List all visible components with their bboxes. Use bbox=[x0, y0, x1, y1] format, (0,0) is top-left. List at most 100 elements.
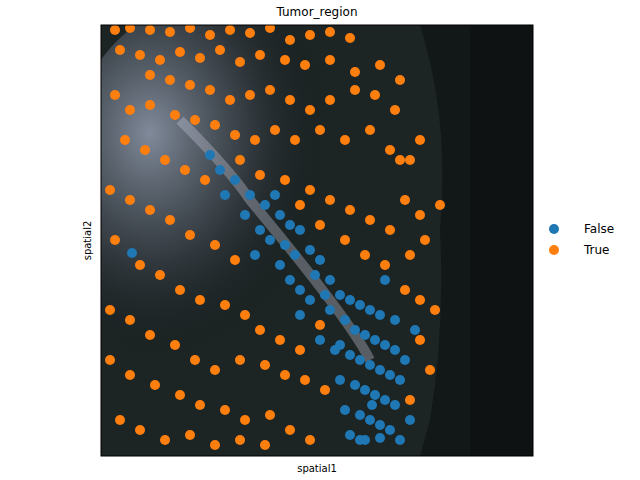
point bbox=[260, 440, 270, 450]
point bbox=[225, 25, 235, 35]
y-label: spatial2 bbox=[82, 221, 93, 261]
plot-frame bbox=[101, 25, 533, 456]
point bbox=[415, 335, 425, 345]
point bbox=[325, 305, 335, 315]
point bbox=[285, 220, 295, 230]
point bbox=[375, 433, 385, 443]
point bbox=[210, 120, 220, 130]
point bbox=[370, 90, 380, 100]
point bbox=[205, 85, 215, 95]
point bbox=[180, 165, 190, 175]
point bbox=[295, 225, 305, 235]
point bbox=[185, 25, 195, 33]
point bbox=[325, 55, 335, 65]
point bbox=[280, 240, 290, 250]
point bbox=[355, 355, 365, 365]
point bbox=[220, 300, 230, 310]
point bbox=[255, 50, 265, 60]
tissue-image bbox=[101, 25, 533, 456]
point bbox=[405, 415, 415, 425]
point bbox=[305, 435, 315, 445]
point bbox=[170, 340, 180, 350]
point bbox=[355, 300, 365, 310]
legend-marker bbox=[549, 245, 559, 255]
point bbox=[205, 150, 215, 160]
point bbox=[210, 240, 220, 250]
point bbox=[380, 275, 390, 285]
point bbox=[115, 415, 125, 425]
point bbox=[175, 285, 185, 295]
point bbox=[340, 405, 350, 415]
point bbox=[145, 100, 155, 110]
point bbox=[335, 375, 345, 385]
point bbox=[155, 55, 165, 65]
point bbox=[280, 370, 290, 380]
point bbox=[125, 370, 135, 380]
tissue-bright bbox=[101, 25, 360, 380]
point bbox=[150, 380, 160, 390]
point bbox=[345, 350, 355, 360]
point bbox=[265, 235, 275, 245]
point bbox=[365, 125, 375, 135]
point bbox=[365, 215, 375, 225]
point bbox=[255, 170, 265, 180]
point bbox=[295, 200, 305, 210]
point bbox=[215, 165, 225, 175]
point bbox=[395, 75, 405, 85]
point bbox=[280, 55, 290, 65]
point bbox=[300, 375, 310, 385]
point bbox=[220, 405, 230, 415]
point bbox=[380, 340, 390, 350]
point bbox=[375, 365, 385, 375]
point bbox=[315, 335, 325, 345]
point bbox=[105, 185, 115, 195]
point bbox=[305, 295, 315, 305]
point bbox=[140, 145, 150, 155]
point bbox=[127, 248, 137, 258]
point bbox=[255, 325, 265, 335]
point bbox=[160, 155, 170, 165]
point bbox=[275, 210, 285, 220]
point bbox=[367, 400, 377, 410]
point bbox=[285, 95, 295, 105]
point bbox=[365, 360, 375, 370]
point bbox=[345, 33, 355, 43]
point bbox=[170, 110, 180, 120]
point bbox=[175, 47, 185, 57]
point bbox=[305, 105, 315, 115]
point bbox=[235, 155, 245, 165]
point bbox=[255, 225, 265, 235]
point bbox=[335, 290, 345, 300]
point bbox=[340, 235, 350, 245]
point bbox=[390, 400, 400, 410]
point bbox=[400, 195, 410, 205]
point bbox=[190, 355, 200, 365]
point bbox=[225, 95, 235, 105]
point bbox=[195, 53, 205, 63]
point bbox=[300, 60, 310, 70]
point bbox=[350, 85, 360, 95]
point bbox=[125, 315, 135, 325]
point bbox=[415, 135, 425, 145]
point bbox=[195, 400, 205, 410]
point bbox=[235, 435, 245, 445]
point bbox=[430, 305, 440, 315]
point bbox=[270, 125, 280, 135]
point bbox=[175, 390, 185, 400]
point bbox=[345, 295, 355, 305]
point bbox=[435, 200, 445, 210]
point bbox=[135, 260, 145, 270]
point bbox=[110, 90, 120, 100]
point bbox=[280, 175, 290, 185]
point bbox=[285, 35, 295, 45]
point bbox=[325, 195, 335, 205]
point bbox=[230, 175, 240, 185]
point bbox=[125, 195, 135, 205]
point bbox=[105, 355, 115, 365]
point bbox=[260, 360, 270, 370]
point bbox=[410, 325, 420, 335]
point bbox=[390, 105, 400, 115]
legend-marker bbox=[549, 224, 559, 234]
point bbox=[405, 250, 415, 260]
point bbox=[285, 275, 295, 285]
